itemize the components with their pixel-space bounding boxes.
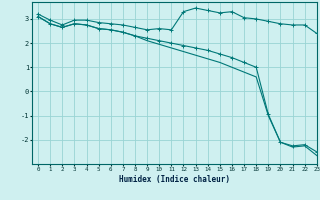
X-axis label: Humidex (Indice chaleur): Humidex (Indice chaleur) (119, 175, 230, 184)
